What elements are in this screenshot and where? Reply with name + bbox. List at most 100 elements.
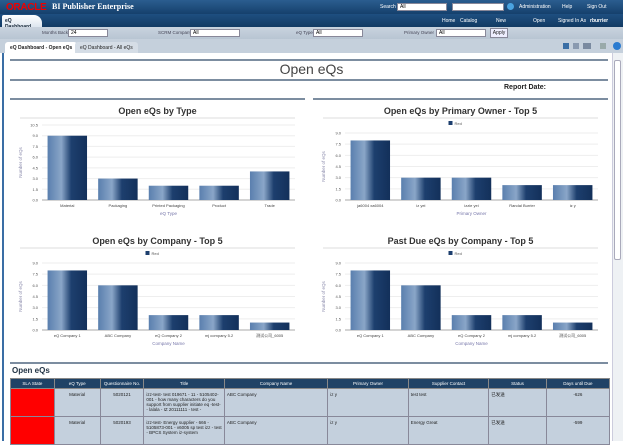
- signed-in-label: Signed In As: [558, 18, 587, 24]
- x-tick-label: 测试公司_6005: [256, 332, 284, 338]
- column-header[interactable]: eQ Type: [53, 378, 101, 389]
- table-row: Material 5020193 izz-test- Energy supplier…: [10, 416, 611, 445]
- x-tick-label: mj company 5.2: [508, 333, 537, 338]
- bar: [249, 171, 290, 200]
- table-cell: iz y: [327, 388, 409, 417]
- column-header[interactable]: Supplier Contact: [407, 378, 490, 389]
- column-header[interactable]: SLA State: [10, 378, 55, 389]
- y-axis-title: Number of eQs: [18, 280, 23, 311]
- help-icon[interactable]: [613, 42, 621, 50]
- options-icon[interactable]: [600, 43, 606, 49]
- chart-title: Open eQs by Type: [118, 106, 196, 116]
- x-tick-label: ja6004 xa6004: [356, 203, 384, 208]
- x-axis-title: Company Name: [455, 341, 488, 346]
- divider: [10, 79, 608, 81]
- export-icon[interactable]: [583, 43, 591, 49]
- months-back-input[interactable]: 24: [68, 29, 108, 37]
- column-header[interactable]: Title: [143, 378, 225, 389]
- column-header[interactable]: Questionnaire No.: [99, 378, 145, 389]
- bar: [502, 185, 542, 200]
- table-cell: -599: [545, 416, 611, 445]
- new-menu[interactable]: New: [496, 18, 507, 24]
- table-cell: Material: [53, 388, 101, 417]
- y-tick-label: 4.5: [335, 294, 341, 299]
- y-tick-label: 1.5: [32, 316, 38, 321]
- bar: [451, 177, 492, 200]
- column-header[interactable]: Status: [488, 378, 547, 389]
- y-tick-label: 7.5: [335, 142, 341, 147]
- administration-link[interactable]: Administration: [519, 4, 551, 10]
- sign-out-link[interactable]: Sign Out: [587, 4, 607, 10]
- search-scope-select[interactable]: All: [397, 3, 447, 11]
- table-cell: 5020193: [99, 416, 145, 445]
- y-tick-label: 1.5: [335, 316, 341, 321]
- edit-icon[interactable]: [563, 43, 569, 49]
- catalog-link[interactable]: Catalog: [460, 18, 478, 24]
- x-tick-label: eQ Company 2: [458, 333, 486, 338]
- chart-title: Past Due eQs by Company - Top 5: [388, 236, 534, 246]
- legend-swatch: [145, 251, 150, 255]
- tab-all-eqs[interactable]: eQ Dashboard - All eQs: [75, 42, 138, 53]
- table-cell: ABC Company: [223, 388, 329, 417]
- x-tick-label: Trade: [265, 203, 276, 208]
- bar: [148, 315, 189, 330]
- months-back-label: Months Back: [42, 30, 69, 35]
- x-axis-title: Company Name: [152, 341, 185, 346]
- scrollbar-thumb[interactable]: [614, 60, 621, 260]
- bar: [98, 178, 138, 200]
- search-input[interactable]: [452, 3, 504, 11]
- table-cell: 已发送: [488, 416, 547, 445]
- sla-state-cell: [10, 416, 55, 445]
- y-tick-label: 6.0: [32, 283, 38, 288]
- x-tick-label: ABC Company: [408, 333, 434, 338]
- dashboard-tab[interactable]: eQ Dashboard: [2, 15, 42, 30]
- y-axis-title: Number of eQs: [18, 146, 23, 177]
- y-tick-label: 7.5: [335, 272, 341, 277]
- home-link[interactable]: Home: [442, 18, 456, 24]
- search-label: Search: [380, 4, 396, 10]
- legend-label: Red: [455, 121, 462, 126]
- y-tick-label: 3.0: [32, 176, 38, 181]
- legend-label: Red: [152, 251, 159, 256]
- x-tick-label: Printed Packaging: [152, 203, 184, 208]
- y-tick-label: 7.5: [32, 144, 38, 149]
- y-tick-label: 9.0: [335, 131, 341, 136]
- bar: [47, 135, 88, 200]
- nav-band: [0, 14, 623, 27]
- page-title: Open eQs: [279, 61, 344, 77]
- x-tick-label: iz y: [570, 203, 576, 208]
- open-menu[interactable]: Open: [533, 18, 546, 24]
- table-cell: test test: [407, 388, 490, 417]
- y-tick-label: 4.5: [32, 165, 38, 170]
- eq-type-select[interactable]: All: [313, 29, 363, 37]
- legend-swatch: [448, 121, 453, 125]
- x-tick-label: Product: [212, 203, 227, 208]
- primary-owner-select[interactable]: All: [436, 29, 486, 37]
- bar: [249, 322, 290, 330]
- y-tick-label: 9.0: [32, 261, 38, 266]
- x-axis-title: Primary Owner: [456, 211, 487, 216]
- bar: [451, 315, 492, 330]
- print-icon[interactable]: [573, 43, 579, 49]
- scrm-company-select[interactable]: All: [190, 29, 240, 37]
- column-header[interactable]: Days until Due: [545, 378, 611, 389]
- y-tick-label: 9.0: [335, 261, 341, 266]
- bar-chart: Open eQs by Primary Owner - Top 5 Red 0.0 1…: [321, 106, 598, 216]
- primary-owner-label: Primary Owner: [404, 30, 435, 35]
- y-tick-label: 6.0: [335, 283, 341, 288]
- x-tick-label: ABC Company: [105, 333, 131, 338]
- search-go-icon[interactable]: [507, 3, 514, 10]
- y-tick-label: 1.5: [32, 187, 38, 192]
- help-link[interactable]: Help: [562, 4, 573, 10]
- table-row: Material 5020121 izz-test- test 019671 - 1…: [10, 388, 611, 417]
- column-header[interactable]: Primary Owner: [327, 378, 409, 389]
- apply-button[interactable]: Apply: [490, 28, 508, 38]
- report-date-label: Report Date:: [504, 84, 547, 91]
- table-cell: 5020121: [99, 388, 145, 417]
- y-axis-title: Number of eQs: [321, 150, 326, 181]
- table-cell: Material: [53, 416, 101, 445]
- divider: [10, 362, 608, 364]
- column-header[interactable]: Company Name: [223, 378, 329, 389]
- user-name[interactable]: rburrier: [590, 18, 609, 24]
- tab-open-eqs[interactable]: eQ Dashboard - Open eQs: [5, 42, 78, 53]
